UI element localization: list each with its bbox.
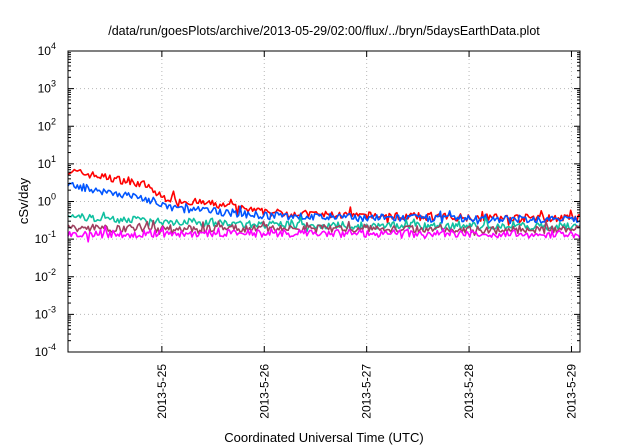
x-tick-label: 2013-5-25 (155, 364, 169, 419)
x-axis: 2013-5-25 2013-5-26 2013-5-27 2013-5-28 2013… (155, 51, 578, 419)
y-tick-label: 102 (38, 116, 56, 133)
y-tick-label: 100 (38, 192, 56, 209)
x-tick-label: 2013-5-28 (462, 364, 476, 419)
series-line-2 (67, 181, 581, 225)
series-line-1 (67, 168, 581, 226)
y-tick-label: 101 (38, 154, 56, 171)
y-tick-label: 103 (38, 79, 56, 96)
series-line-5 (67, 225, 581, 243)
y-tick-label: 104 (38, 41, 56, 58)
series-line-4 (67, 219, 581, 236)
series-layer (67, 168, 581, 243)
chart-title: /data/run/goesPlots/archive/2013-05-29/0… (108, 24, 540, 38)
x-tick-label: 2013-5-26 (257, 364, 271, 419)
y-tick-label: 10-4 (35, 342, 56, 359)
x-axis-label: Coordinated Universal Time (UTC) (224, 430, 423, 445)
x-tick-label: 2013-5-29 (564, 364, 578, 419)
grid (68, 51, 580, 352)
y-tick-label: 10-3 (35, 304, 56, 321)
y-axis-label: cSv/day (16, 177, 31, 224)
y-tick-label: 10-2 (35, 267, 56, 284)
x-tick-label: 2013-5-27 (360, 364, 374, 419)
y-tick-label: 10-1 (35, 229, 56, 246)
